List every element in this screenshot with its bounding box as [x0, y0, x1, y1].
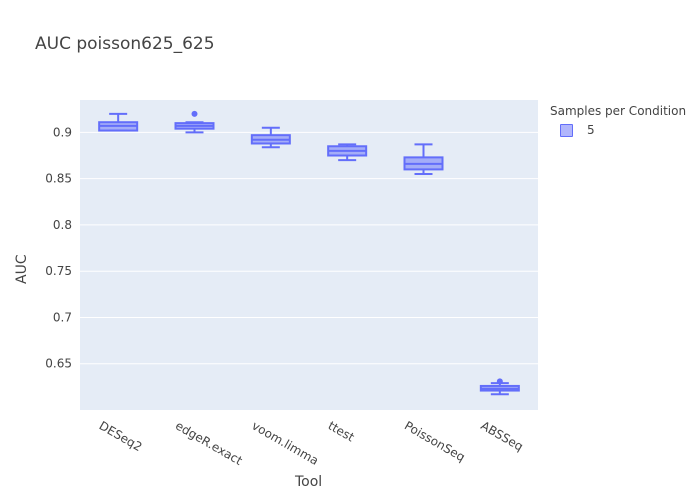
outlier-point — [191, 110, 198, 117]
x-tick-label: DESeq2 — [97, 418, 145, 454]
box-ABSSeq — [479, 378, 520, 396]
x-tick-label: ttest — [326, 418, 357, 444]
y-tick-label: 0.9 — [53, 125, 72, 139]
box-PoissonSeq — [403, 143, 444, 176]
plot-area — [80, 100, 538, 410]
y-axis-ticks: 0.65 0.7 0.75 0.8 0.85 0.9 — [45, 125, 72, 370]
y-tick-label: 0.75 — [45, 264, 72, 278]
legend-swatch — [560, 123, 573, 137]
boxes — [98, 110, 520, 396]
outlier-point — [496, 378, 503, 385]
x-tick-label: voom.limma — [249, 418, 321, 467]
x-tick-label: edgeR.exact — [173, 418, 245, 468]
y-tick-label: 0.7 — [53, 310, 72, 324]
chart-title: AUC poisson625_625 — [35, 34, 215, 54]
x-tick-label: ABSSeq — [478, 418, 525, 453]
y-tick-label: 0.8 — [53, 218, 72, 232]
legend-item[interactable]: 5 — [560, 123, 595, 137]
legend-title: Samples per Condition — [550, 104, 687, 118]
legend-label: 5 — [587, 123, 595, 137]
box-voom.limma — [250, 126, 291, 149]
box-ttest — [327, 143, 368, 162]
y-tick-label: 0.65 — [45, 357, 72, 371]
x-axis-ticks: DESeq2 edgeR.exact voom.limma ttest PoissonS… — [97, 418, 526, 468]
box-DESeq2 — [98, 112, 139, 132]
box-edgeR.exact — [174, 110, 215, 134]
x-tick-label: PoissonSeq — [402, 418, 468, 464]
gridlines — [80, 131, 538, 365]
y-tick-label: 0.85 — [45, 172, 72, 186]
x-axis-label: Tool — [295, 474, 323, 490]
